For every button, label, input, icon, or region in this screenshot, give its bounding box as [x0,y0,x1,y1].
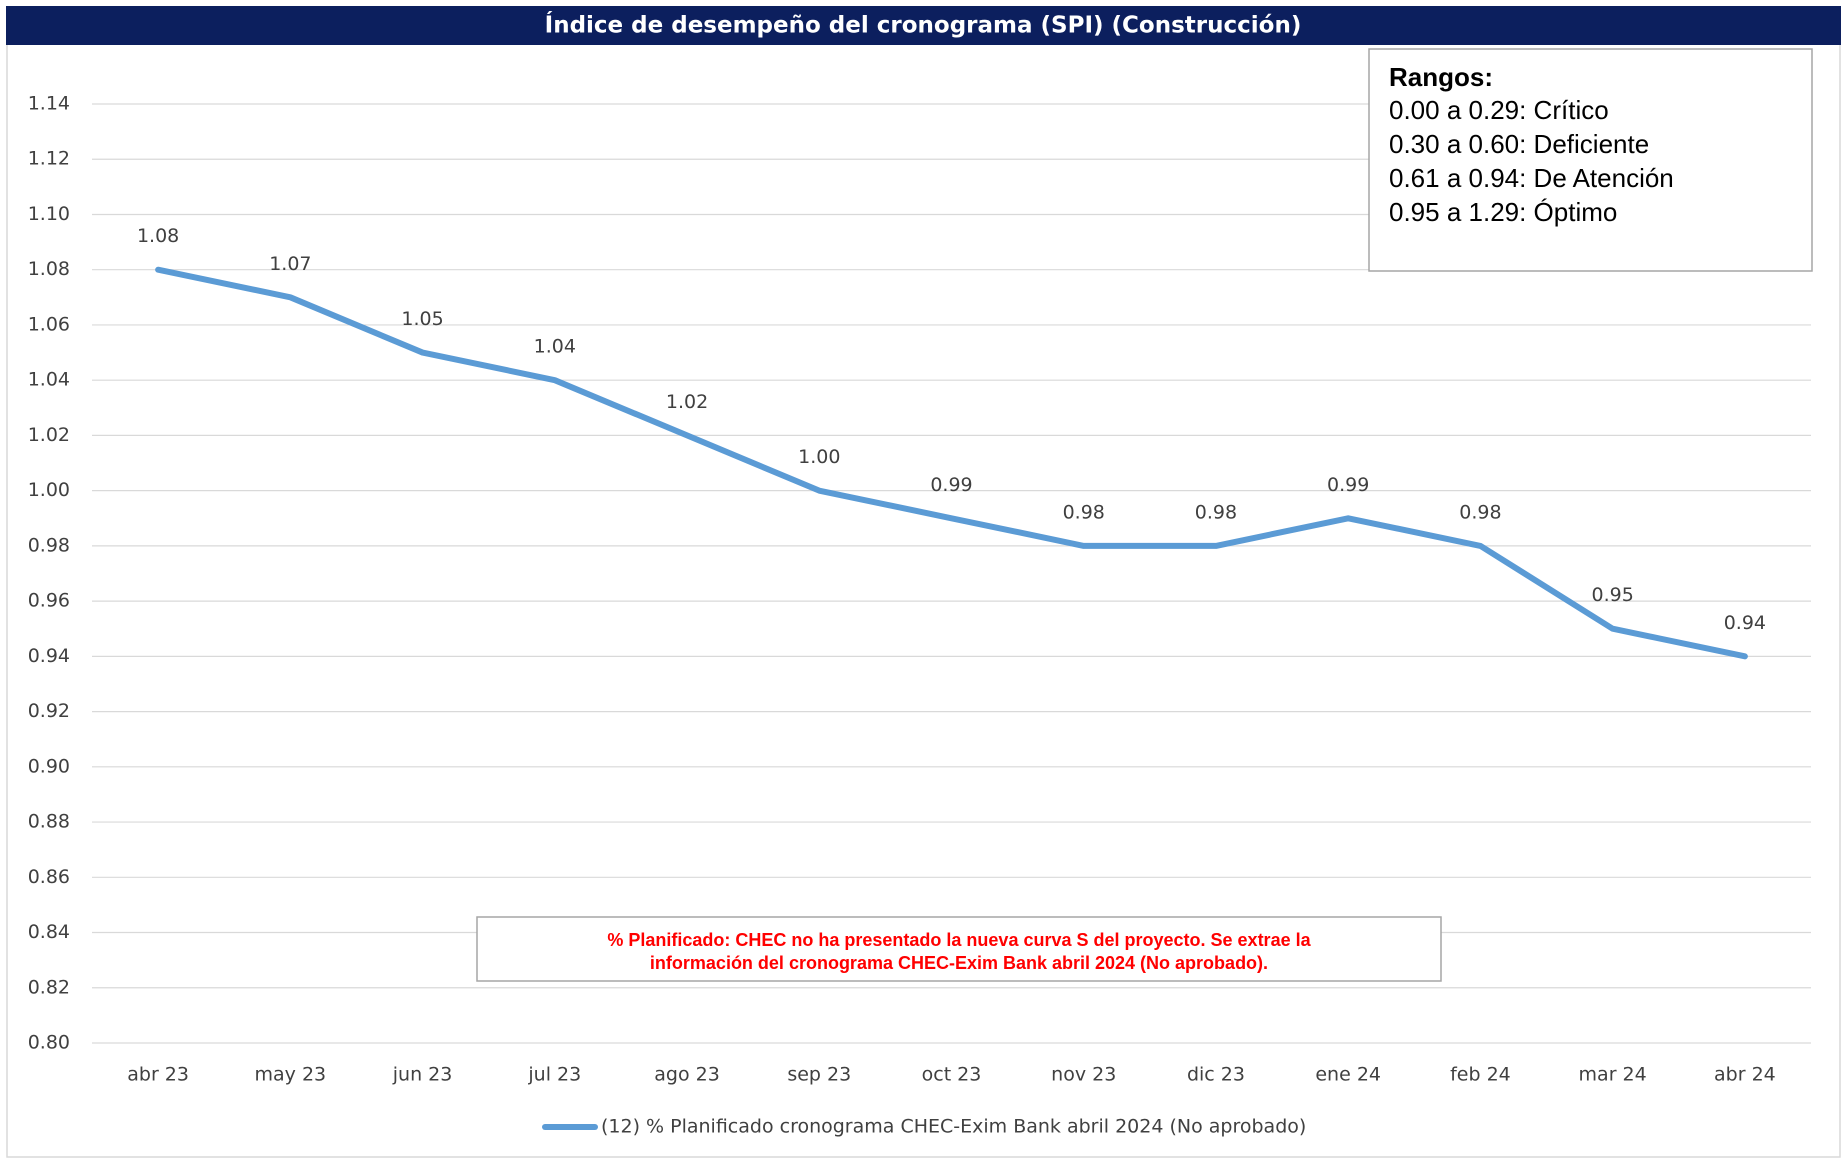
y-tick-label: 0.82 [28,976,70,998]
data-label: 0.98 [1459,501,1501,523]
x-tick-label: feb 24 [1450,1064,1511,1086]
y-tick-label: 0.90 [28,755,70,777]
x-tick-label: abr 23 [127,1064,189,1086]
data-label: 0.99 [1327,474,1369,496]
data-label: 1.07 [269,253,311,275]
y-tick-label: 1.10 [28,203,70,225]
y-tick-label: 1.06 [28,313,70,335]
note-line: información del cronograma CHEC-Exim Ban… [650,953,1268,973]
data-label: 0.94 [1724,612,1766,634]
data-label: 1.08 [137,225,179,247]
note-box [476,916,1442,982]
x-tick-label: ene 24 [1315,1064,1381,1086]
legend-label: (12) % Planificado cronograma CHEC-Exim … [601,1116,1306,1138]
data-label: 0.95 [1591,584,1633,606]
ranges-box [1368,48,1813,272]
x-tick-label: dic 23 [1187,1064,1245,1086]
data-label: 1.02 [666,391,708,413]
y-tick-label: 0.96 [28,590,70,612]
title-bar [6,6,1841,45]
data-label: 1.04 [534,336,576,358]
x-tick-label: may 23 [255,1064,327,1086]
y-tick-label: 1.02 [28,424,70,446]
plot-area: 0.80 0.82 0.84 0.86 0.88 0.90 0.92 0.94 0.96 0.98… [28,93,1811,1138]
range-line: 0.61 a 0.94: De Atención [1389,163,1674,193]
y-tick-label: 1.12 [28,148,70,170]
y-tick-label: 0.98 [28,534,70,556]
x-tick-label: nov 23 [1051,1064,1116,1086]
chart-title: Índice de desempeño del cronograma (SPI)… [545,11,1302,39]
x-tick-label: jul 23 [527,1064,581,1086]
range-line: 0.95 a 1.29: Óptimo [1389,197,1617,227]
x-tick-label: ago 23 [654,1064,720,1086]
note-line: % Planificado: CHEC no ha presentado la … [607,930,1311,950]
data-label: 0.98 [1195,501,1237,523]
x-tick-label: sep 23 [787,1064,851,1086]
data-label: 0.98 [1063,501,1105,523]
y-tick-label: 1.14 [28,93,70,115]
range-line: 0.00 a 0.29: Crítico [1389,95,1609,125]
data-label: 0.99 [930,474,972,496]
y-tick-label: 0.92 [28,700,70,722]
data-label: 1.00 [798,446,840,468]
x-tick-label: mar 24 [1579,1064,1647,1086]
y-tick-label: 0.84 [28,921,70,943]
y-tick-label: 1.08 [28,258,70,280]
y-tick-label: 1.00 [28,479,70,501]
range-line: 0.30 a 0.60: Deficiente [1389,129,1649,159]
data-label: 1.05 [401,308,443,330]
y-tick-label: 0.88 [28,811,70,833]
y-tick-label: 1.04 [28,369,70,391]
ranges-title: Rangos: [1389,62,1493,92]
x-tick-label: abr 24 [1714,1064,1776,1086]
x-tick-label: oct 23 [922,1064,982,1086]
y-tick-label: 0.94 [28,645,70,667]
x-tick-label: jun 23 [392,1064,453,1086]
y-tick-label: 0.80 [28,1032,70,1054]
data-line [155,266,1748,660]
y-tick-label: 0.86 [28,866,70,888]
